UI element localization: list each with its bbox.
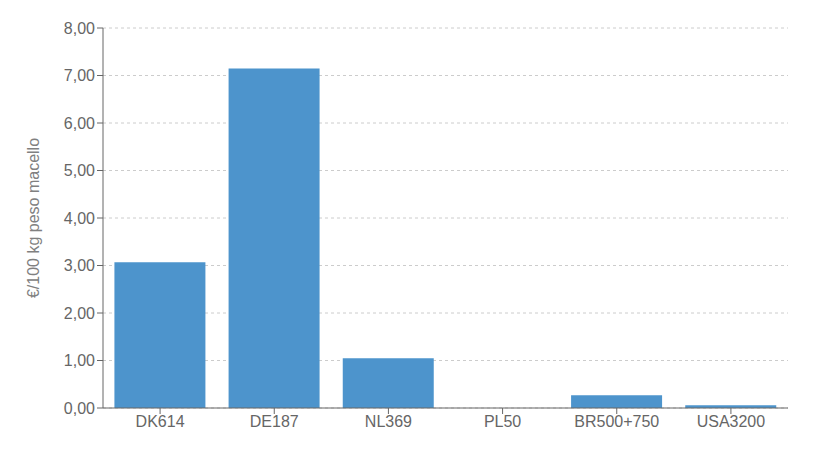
svg-text:2,00: 2,00 xyxy=(64,305,95,322)
svg-text:8,00: 8,00 xyxy=(64,20,95,37)
svg-text:6,00: 6,00 xyxy=(64,115,95,132)
svg-text:1,00: 1,00 xyxy=(64,352,95,369)
svg-text:NL369: NL369 xyxy=(365,413,412,430)
svg-text:0,00: 0,00 xyxy=(64,400,95,417)
svg-text:DK614: DK614 xyxy=(136,413,185,430)
svg-text:4,00: 4,00 xyxy=(64,210,95,227)
svg-text:€/100 kg peso macello: €/100 kg peso macello xyxy=(25,138,42,298)
svg-text:DE187: DE187 xyxy=(250,413,299,430)
svg-text:USA3200: USA3200 xyxy=(697,413,766,430)
svg-text:3,00: 3,00 xyxy=(64,257,95,274)
svg-text:PL50: PL50 xyxy=(484,413,521,430)
svg-text:7,00: 7,00 xyxy=(64,67,95,84)
svg-text:BR500+750: BR500+750 xyxy=(574,413,659,430)
svg-text:5,00: 5,00 xyxy=(64,162,95,179)
